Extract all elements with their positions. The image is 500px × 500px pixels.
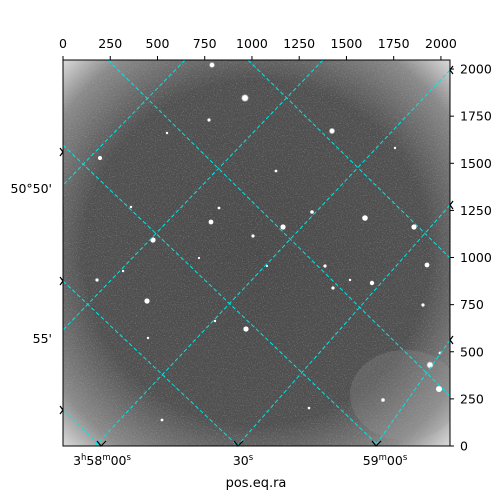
dec-label-2: 55' bbox=[33, 331, 52, 346]
world-ticks bbox=[59, 65, 454, 447]
dec-label-1: 50°50' bbox=[11, 181, 53, 196]
top-axis-tick-label: 0 bbox=[59, 36, 67, 51]
ra-label-2: 30s bbox=[233, 453, 254, 468]
right-axis-tick-label: 2000 bbox=[460, 62, 492, 77]
plot-frame bbox=[62, 59, 451, 447]
top-axis-tick-label: 1750 bbox=[378, 36, 410, 51]
right-axis-tick-label: 1000 bbox=[460, 250, 492, 265]
right-axis-tick-label: 1250 bbox=[460, 203, 492, 218]
right-pixel-axis: 0 250 500 750 1000 1250 1500 1750 2000 bbox=[450, 62, 492, 454]
right-axis-tick-label: 1500 bbox=[460, 156, 492, 171]
grid-line-dec bbox=[63, 60, 186, 186]
top-axis-tick-label: 250 bbox=[98, 36, 122, 51]
ra-label-1: 3h58m00s bbox=[73, 453, 131, 468]
stars bbox=[95, 62, 442, 422]
top-axis-tick-label: 2000 bbox=[425, 36, 457, 51]
top-axis-tick-label: 500 bbox=[146, 36, 170, 51]
grid-line-ra bbox=[63, 144, 380, 446]
top-axis-tick-label: 1000 bbox=[236, 36, 268, 51]
grid-line-ra bbox=[63, 280, 239, 446]
right-axis-tick-label: 500 bbox=[460, 344, 484, 359]
right-axis-tick-label: 750 bbox=[460, 297, 484, 312]
top-axis-tick-label: 1500 bbox=[331, 36, 363, 51]
sky-image bbox=[63, 60, 450, 446]
grid-line-ra bbox=[107, 60, 450, 397]
grid-line-ra bbox=[247, 60, 450, 259]
grid-line-dec bbox=[63, 60, 324, 331]
top-axis-tick-label: 750 bbox=[193, 36, 217, 51]
top-pixel-axis: 0 250 500 750 1000 1250 1500 1750 2000 bbox=[59, 36, 457, 60]
grid-line-dec bbox=[236, 204, 450, 446]
top-axis-tick-label: 1250 bbox=[283, 36, 315, 51]
right-axis-tick-label: 0 bbox=[460, 439, 468, 454]
right-axis-tick-label: 250 bbox=[460, 391, 484, 406]
coordinate-grid bbox=[63, 60, 450, 446]
x-axis-title: pos.eq.ra bbox=[226, 476, 287, 491]
grid-line-ra bbox=[63, 409, 101, 446]
grid-line-dec bbox=[374, 339, 450, 446]
right-axis-tick-label: 1750 bbox=[460, 109, 492, 124]
grid-line-dec bbox=[94, 69, 450, 446]
ra-label-3: 59m00s bbox=[363, 453, 408, 468]
